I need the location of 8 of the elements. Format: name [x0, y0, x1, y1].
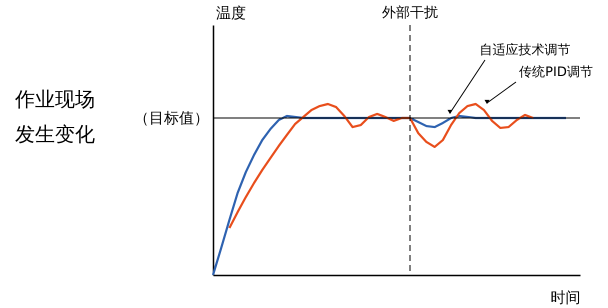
text: 温度: [216, 4, 246, 22]
text: 作业现场: [14, 87, 95, 111]
text: 传统PID调节: [519, 65, 593, 80]
ref-line-label: （目标值）: [134, 109, 209, 128]
text: 发生变化: [15, 122, 95, 146]
x-axis-title: 时间: [550, 288, 580, 306]
text: 自适应技术调节: [480, 42, 570, 58]
text: 外部干扰: [382, 5, 438, 21]
